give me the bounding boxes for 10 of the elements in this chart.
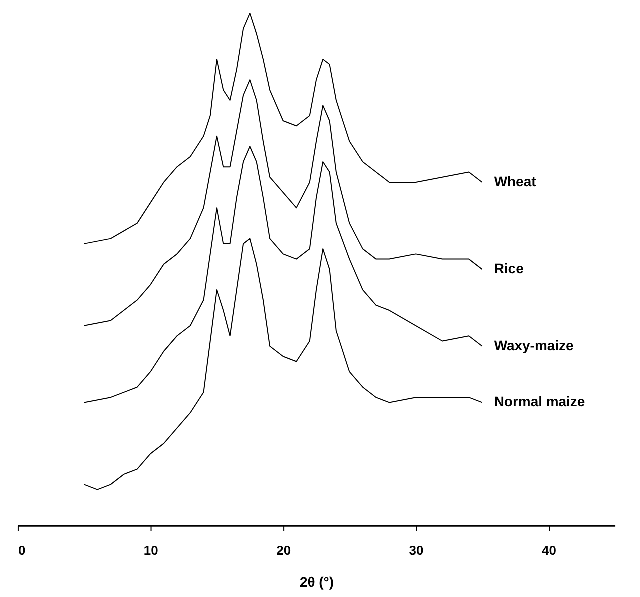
x-tick-label: 20: [276, 543, 292, 558]
series-label: Rice: [494, 260, 524, 277]
x-tick-label: 10: [144, 543, 158, 558]
x-axis-title: 2θ (°): [300, 574, 334, 590]
x-tick-label: 0: [18, 543, 26, 558]
series-label: Normal maize: [494, 394, 586, 410]
x-tick-label: 40: [542, 543, 556, 558]
x-tick-label: 30: [409, 543, 424, 558]
series-label: Wheat: [494, 173, 537, 190]
series-label: Waxy-maize: [494, 337, 574, 354]
